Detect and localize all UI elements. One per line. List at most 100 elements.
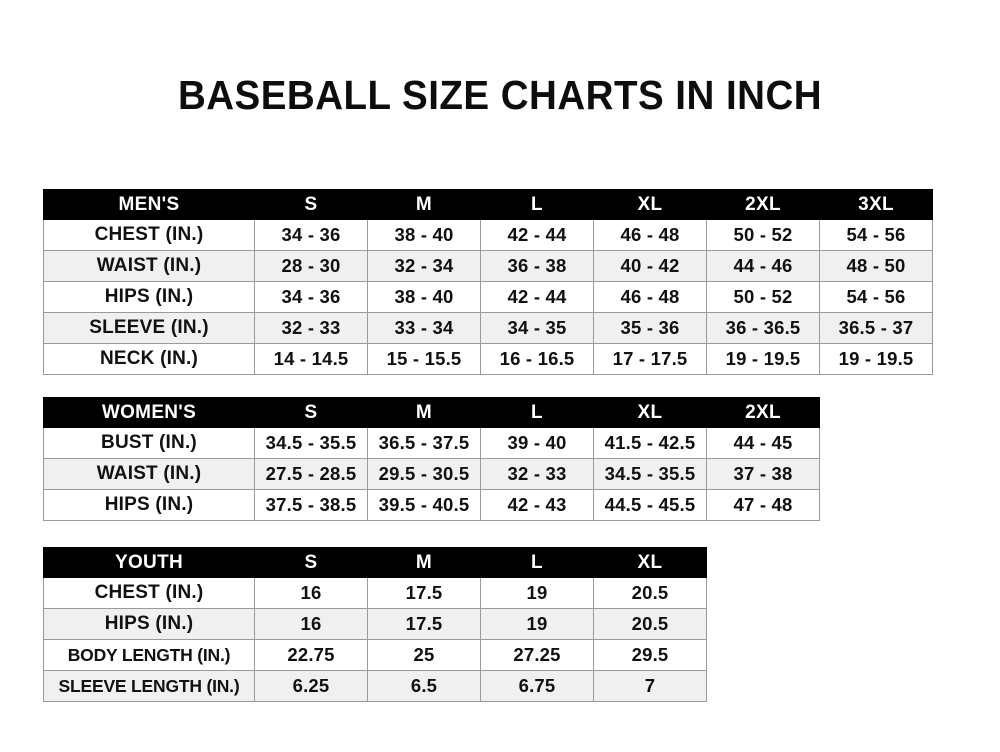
table-row: CHEST (IN.) 16 17.5 19 20.5 bbox=[43, 577, 707, 609]
measurement-label: BUST (IN.) bbox=[43, 427, 255, 459]
measurement-value: 17 - 17.5 bbox=[593, 343, 707, 375]
size-column-header: M bbox=[367, 189, 481, 220]
measurement-value: 34.5 - 35.5 bbox=[593, 458, 707, 490]
measurement-value: 29.5 bbox=[593, 639, 707, 671]
measurement-value: 46 - 48 bbox=[593, 281, 707, 313]
measurement-value: 19 bbox=[480, 608, 594, 640]
table-row: CHEST (IN.) 34 - 36 38 - 40 42 - 44 46 - 48 5… bbox=[43, 219, 933, 251]
measurement-value: 34.5 - 35.5 bbox=[254, 427, 368, 459]
table-category-label: YOUTH bbox=[43, 547, 255, 578]
measurement-value: 44.5 - 45.5 bbox=[593, 489, 707, 521]
womens-size-table: WOMEN'S S M L XL 2XL BUST (IN.) 34.5 - 35.5 36.5… bbox=[43, 397, 820, 521]
measurement-value: 42 - 43 bbox=[480, 489, 594, 521]
size-column-header: XL bbox=[593, 189, 707, 220]
measurement-value: 19 - 19.5 bbox=[819, 343, 933, 375]
table-row: HIPS (IN.) 34 - 36 38 - 40 42 - 44 46 - 48 50… bbox=[43, 281, 933, 313]
measurement-value: 16 bbox=[254, 608, 368, 640]
measurement-value: 7 bbox=[593, 670, 707, 702]
measurement-value: 39 - 40 bbox=[480, 427, 594, 459]
measurement-label: CHEST (IN.) bbox=[43, 219, 255, 251]
size-column-header: 3XL bbox=[819, 189, 933, 220]
size-column-header: S bbox=[254, 547, 368, 578]
measurement-label: WAIST (IN.) bbox=[43, 458, 255, 490]
size-column-header: L bbox=[480, 547, 594, 578]
measurement-value: 17.5 bbox=[367, 608, 481, 640]
table-row: NECK (IN.) 14 - 14.5 15 - 15.5 16 - 16.5 17 … bbox=[43, 343, 933, 375]
measurement-value: 48 - 50 bbox=[819, 250, 933, 282]
measurement-value: 25 bbox=[367, 639, 481, 671]
size-column-header: M bbox=[367, 547, 481, 578]
measurement-value: 36 - 36.5 bbox=[706, 312, 820, 344]
size-column-header: XL bbox=[593, 547, 707, 578]
measurement-value: 47 - 48 bbox=[706, 489, 820, 521]
size-column-header: 2XL bbox=[706, 397, 820, 428]
measurement-value: 22.75 bbox=[254, 639, 368, 671]
measurement-value: 32 - 33 bbox=[480, 458, 594, 490]
table-row: HIPS (IN.) 16 17.5 19 20.5 bbox=[43, 608, 707, 640]
measurement-value: 20.5 bbox=[593, 577, 707, 609]
measurement-label: CHEST (IN.) bbox=[43, 577, 255, 609]
measurement-value: 39.5 - 40.5 bbox=[367, 489, 481, 521]
measurement-value: 34 - 35 bbox=[480, 312, 594, 344]
table-category-label: WOMEN'S bbox=[43, 397, 255, 428]
size-column-header: S bbox=[254, 189, 368, 220]
measurement-value: 41.5 - 42.5 bbox=[593, 427, 707, 459]
size-column-header: 2XL bbox=[706, 189, 820, 220]
measurement-value: 37 - 38 bbox=[706, 458, 820, 490]
size-column-header: S bbox=[254, 397, 368, 428]
measurement-value: 54 - 56 bbox=[819, 281, 933, 313]
measurement-value: 14 - 14.5 bbox=[254, 343, 368, 375]
table-row: SLEEVE LENGTH (IN.) 6.25 6.5 6.75 7 bbox=[43, 670, 707, 702]
measurement-value: 19 bbox=[480, 577, 594, 609]
measurement-label: WAIST (IN.) bbox=[43, 250, 255, 282]
measurement-value: 44 - 45 bbox=[706, 427, 820, 459]
table-row: WAIST (IN.) 27.5 - 28.5 29.5 - 30.5 32 - 33… bbox=[43, 458, 820, 490]
measurement-value: 36.5 - 37.5 bbox=[367, 427, 481, 459]
measurement-value: 32 - 33 bbox=[254, 312, 368, 344]
measurement-value: 6.75 bbox=[480, 670, 594, 702]
measurement-value: 27.5 - 28.5 bbox=[254, 458, 368, 490]
measurement-value: 38 - 40 bbox=[367, 219, 481, 251]
measurement-label: NECK (IN.) bbox=[43, 343, 255, 375]
measurement-value: 54 - 56 bbox=[819, 219, 933, 251]
size-column-header: L bbox=[480, 189, 594, 220]
measurement-value: 6.25 bbox=[254, 670, 368, 702]
measurement-value: 17.5 bbox=[367, 577, 481, 609]
measurement-label: HIPS (IN.) bbox=[43, 489, 255, 521]
table-row: HIPS (IN.) 37.5 - 38.5 39.5 - 40.5 42 - 43 4… bbox=[43, 489, 820, 521]
measurement-value: 46 - 48 bbox=[593, 219, 707, 251]
measurement-label: SLEEVE LENGTH (IN.) bbox=[43, 670, 255, 702]
table-row: BODY LENGTH (IN.) 22.75 25 27.25 29.5 bbox=[43, 639, 707, 671]
table-row: BUST (IN.) 34.5 - 35.5 36.5 - 37.5 39 - 40 4… bbox=[43, 427, 820, 459]
measurement-value: 27.25 bbox=[480, 639, 594, 671]
table-row: WAIST (IN.) 28 - 30 32 - 34 36 - 38 40 - 42 4… bbox=[43, 250, 933, 282]
measurement-label: SLEEVE (IN.) bbox=[43, 312, 255, 344]
measurement-value: 38 - 40 bbox=[367, 281, 481, 313]
table-category-label: MEN'S bbox=[43, 189, 255, 220]
size-column-header: M bbox=[367, 397, 481, 428]
table-header-row: WOMEN'S S M L XL 2XL bbox=[43, 397, 820, 428]
measurement-value: 50 - 52 bbox=[706, 219, 820, 251]
measurement-value: 33 - 34 bbox=[367, 312, 481, 344]
measurement-value: 36.5 - 37 bbox=[819, 312, 933, 344]
table-header-row: MEN'S S M L XL 2XL 3XL bbox=[43, 189, 933, 220]
measurement-value: 44 - 46 bbox=[706, 250, 820, 282]
measurement-label: BODY LENGTH (IN.) bbox=[43, 639, 255, 671]
measurement-value: 37.5 - 38.5 bbox=[254, 489, 368, 521]
youth-size-table: YOUTH S M L XL CHEST (IN.) 16 17.5 19 20.5 HIPS (I… bbox=[43, 547, 707, 702]
measurement-value: 50 - 52 bbox=[706, 281, 820, 313]
table-header-row: YOUTH S M L XL bbox=[43, 547, 707, 578]
measurement-label: HIPS (IN.) bbox=[43, 608, 255, 640]
measurement-value: 40 - 42 bbox=[593, 250, 707, 282]
size-column-header: L bbox=[480, 397, 594, 428]
measurement-value: 34 - 36 bbox=[254, 219, 368, 251]
measurement-value: 28 - 30 bbox=[254, 250, 368, 282]
measurement-value: 15 - 15.5 bbox=[367, 343, 481, 375]
measurement-value: 29.5 - 30.5 bbox=[367, 458, 481, 490]
measurement-value: 42 - 44 bbox=[480, 219, 594, 251]
measurement-value: 34 - 36 bbox=[254, 281, 368, 313]
measurement-value: 42 - 44 bbox=[480, 281, 594, 313]
measurement-value: 32 - 34 bbox=[367, 250, 481, 282]
page-title: BASEBALL SIZE CHARTS IN INCH bbox=[177, 72, 823, 118]
